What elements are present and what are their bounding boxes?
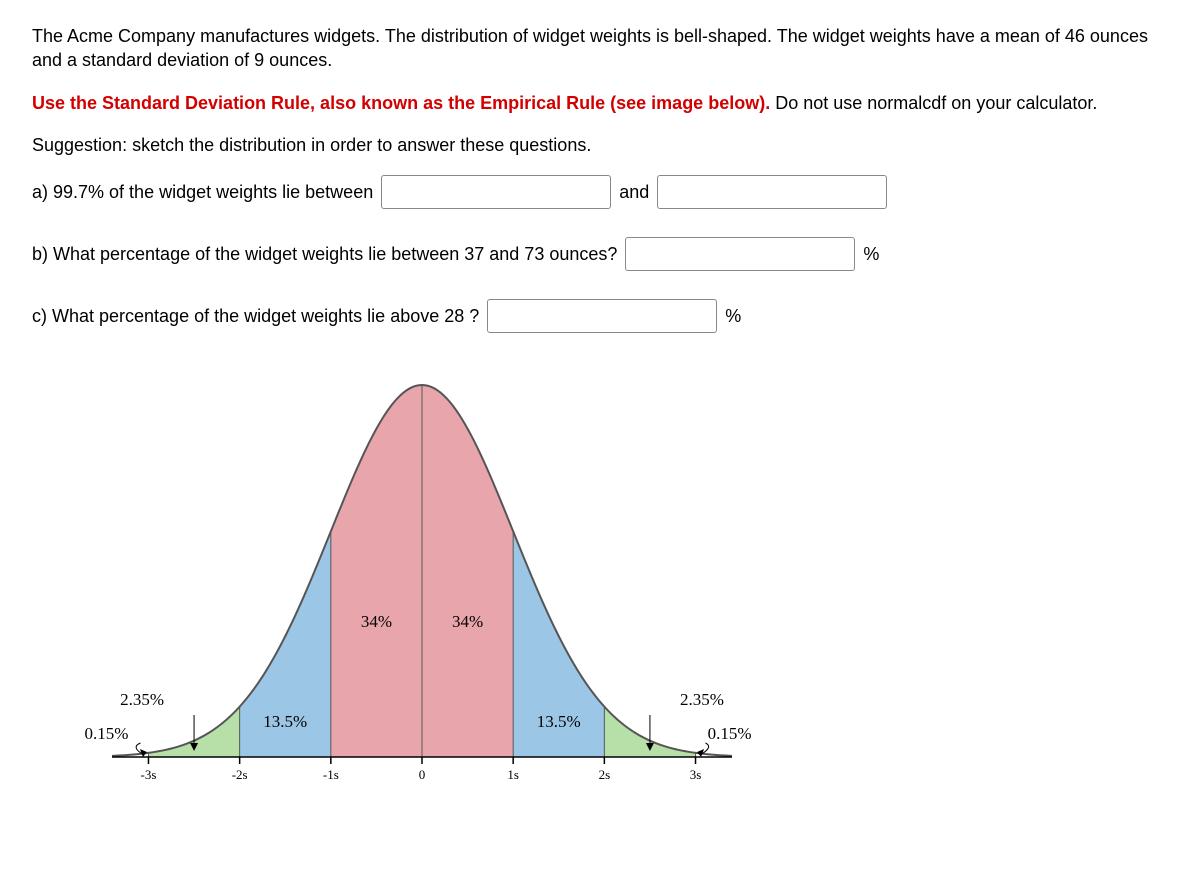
answer-c-input[interactable] (487, 299, 717, 333)
calculator-instruction: Do not use normalcdf on your calculator. (770, 93, 1097, 113)
svg-text:0: 0 (419, 767, 426, 782)
question-c-suffix: % (725, 306, 741, 327)
answer-b-input[interactable] (625, 237, 855, 271)
question-b-suffix: % (863, 244, 879, 265)
svg-text:13.5%: 13.5% (263, 712, 307, 731)
empirical-rule-instruction: Use the Standard Deviation Rule, also kn… (32, 93, 770, 113)
question-a: a) 99.7% of the widget weights lie betwe… (32, 175, 1168, 209)
question-c: c) What percentage of the widget weights… (32, 299, 1168, 333)
question-a-text: a) 99.7% of the widget weights lie betwe… (32, 182, 373, 203)
svg-text:2s: 2s (599, 767, 611, 782)
svg-text:-2s: -2s (232, 767, 248, 782)
svg-text:0.15%: 0.15% (708, 724, 752, 743)
svg-text:1s: 1s (507, 767, 519, 782)
svg-text:34%: 34% (361, 612, 392, 631)
empirical-rule-chart: -3s -2s -1s 0 1s 2s 3s 2.35% 13.5% 34% 34% 13.5% 2.3… (32, 361, 792, 791)
problem-intro-1: The Acme Company manufactures widgets. T… (32, 24, 1168, 73)
answer-a-upper-input[interactable] (657, 175, 887, 209)
svg-text:-1s: -1s (323, 767, 339, 782)
question-b-text: b) What percentage of the widget weights… (32, 244, 617, 265)
problem-suggestion: Suggestion: sketch the distribution in o… (32, 133, 1168, 157)
problem-intro-2: Use the Standard Deviation Rule, also kn… (32, 91, 1168, 115)
svg-text:2.35%: 2.35% (120, 690, 164, 709)
question-c-text: c) What percentage of the widget weights… (32, 306, 479, 327)
svg-text:-3s: -3s (141, 767, 157, 782)
svg-text:3s: 3s (690, 767, 702, 782)
svg-text:2.35%: 2.35% (680, 690, 724, 709)
svg-text:13.5%: 13.5% (537, 712, 581, 731)
svg-text:34%: 34% (452, 612, 483, 631)
question-a-and: and (619, 182, 649, 203)
question-b: b) What percentage of the widget weights… (32, 237, 1168, 271)
answer-a-lower-input[interactable] (381, 175, 611, 209)
svg-text:0.15%: 0.15% (84, 724, 128, 743)
